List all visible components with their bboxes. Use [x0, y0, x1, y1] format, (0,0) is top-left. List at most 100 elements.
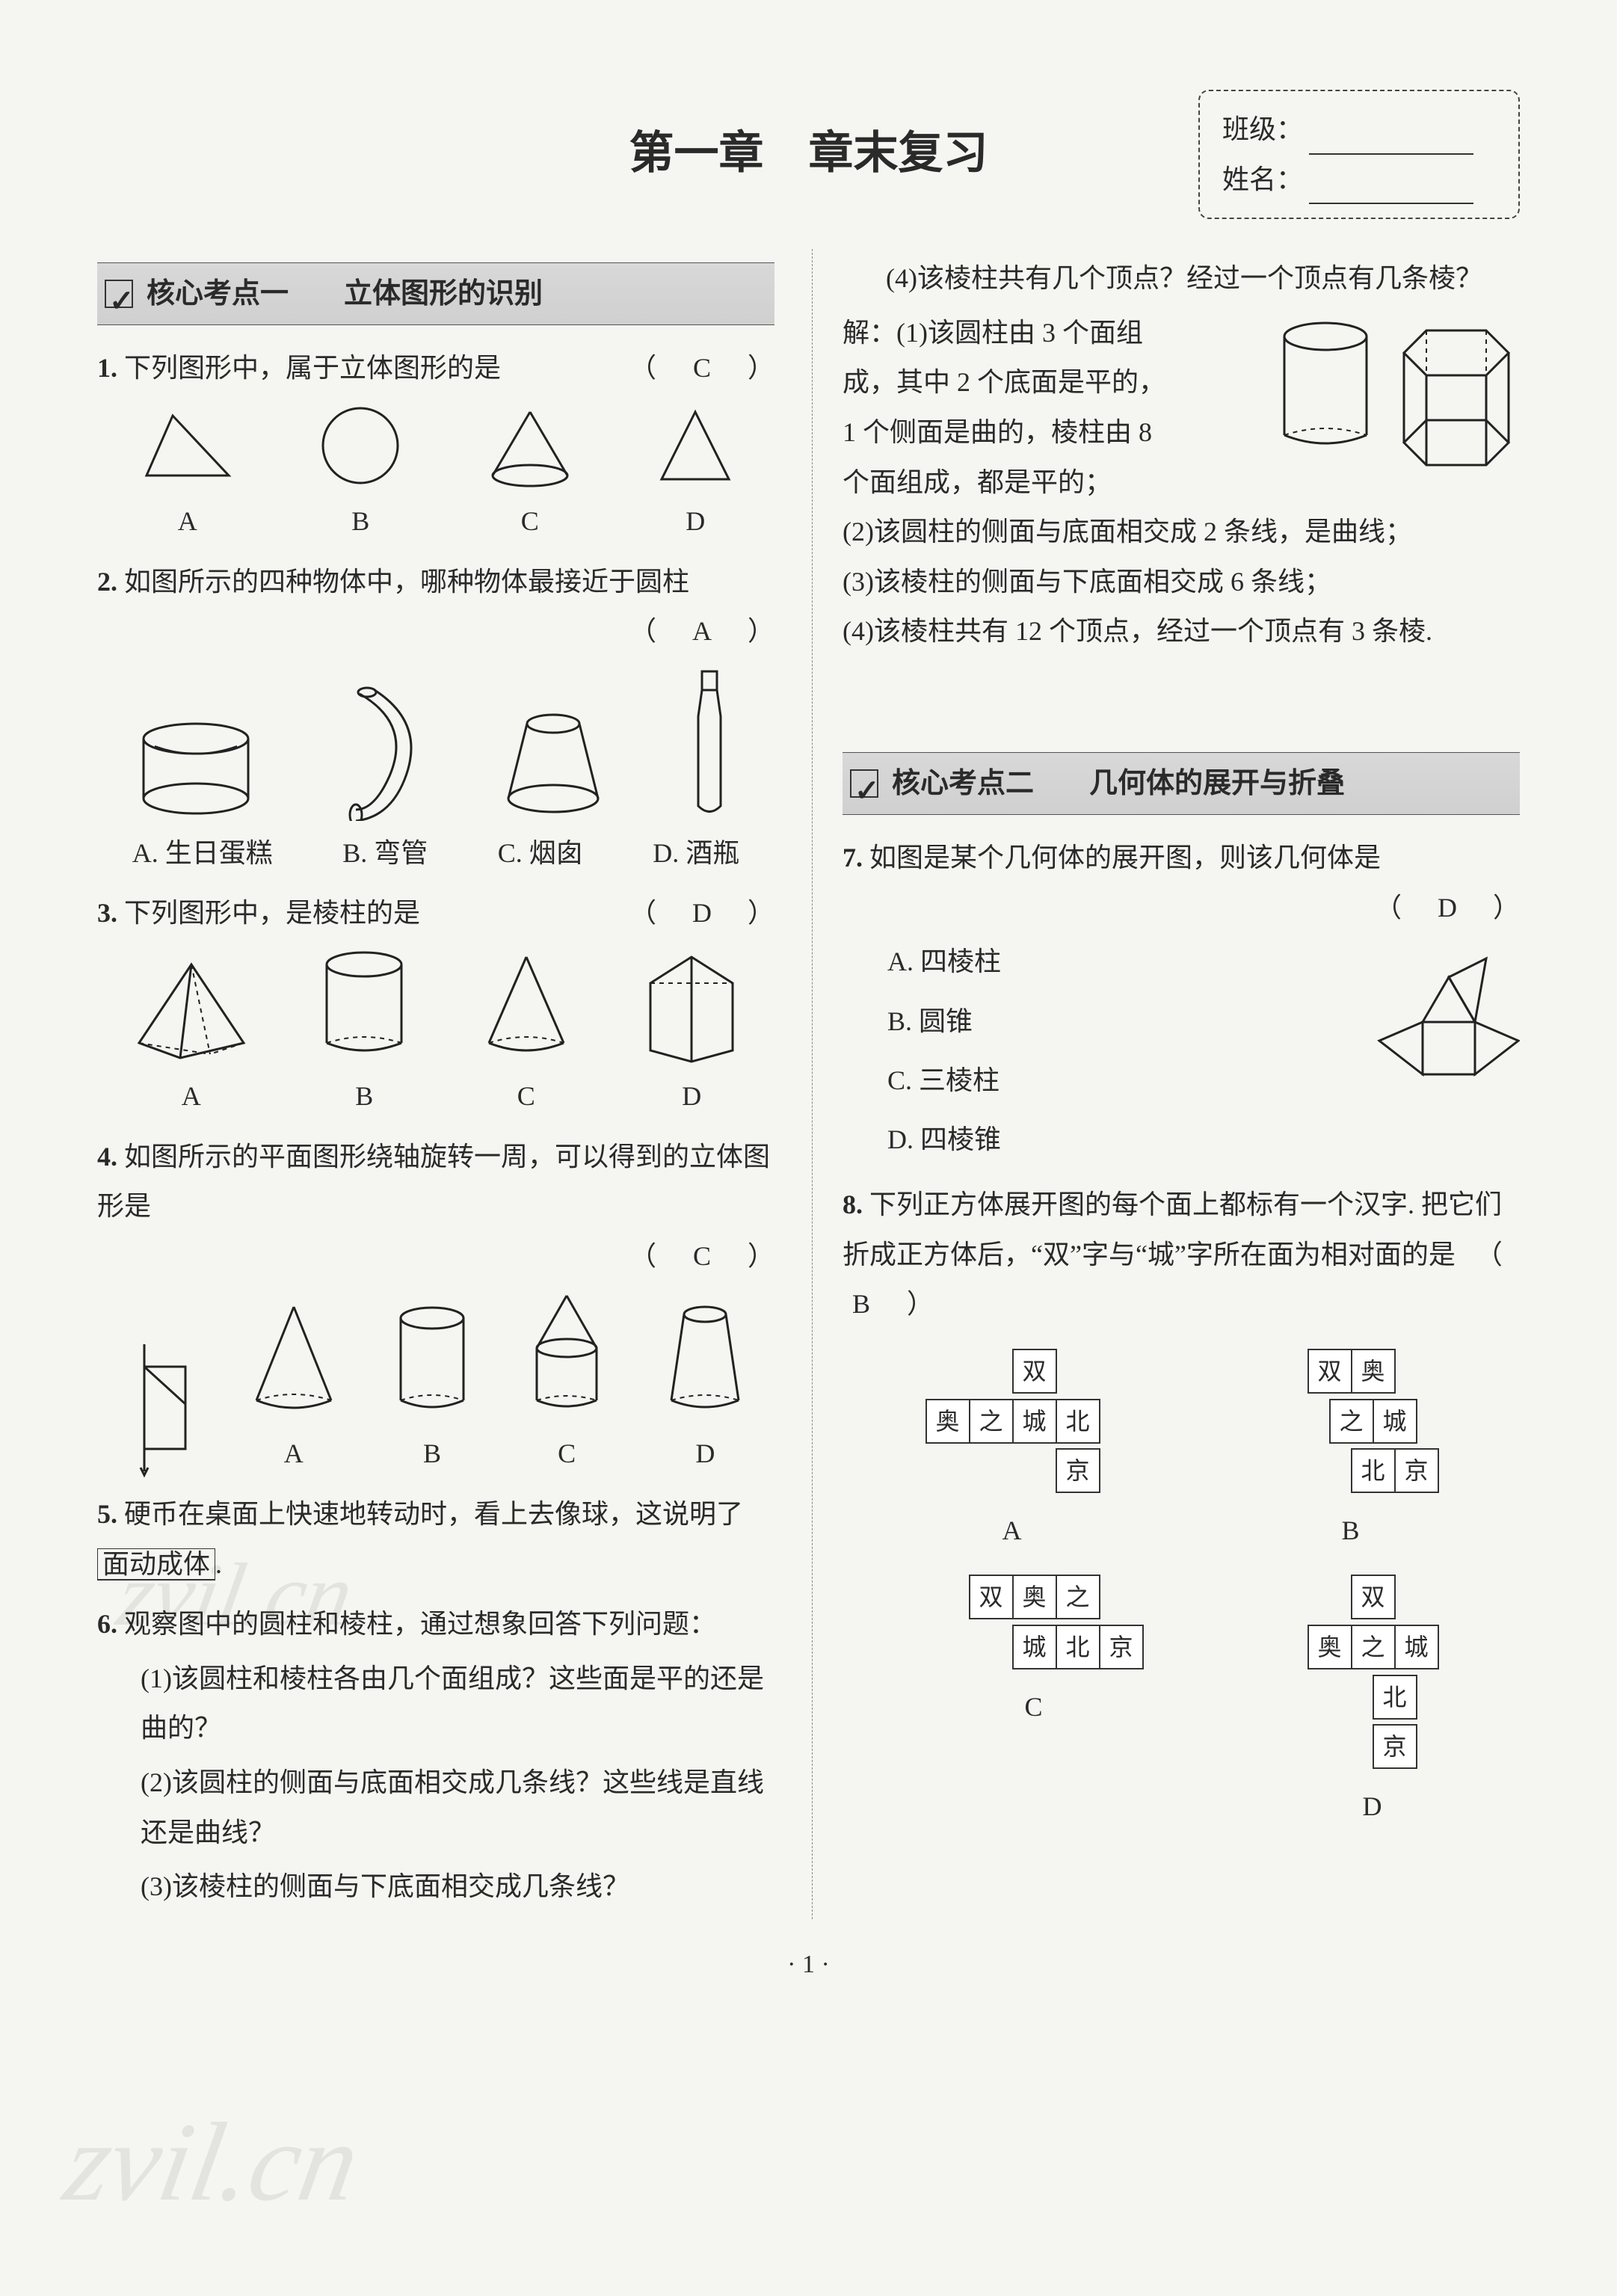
q2-fig-pipe: [330, 679, 427, 821]
q1-opt-a: A: [132, 496, 244, 547]
q1-fig-b-circle: [312, 401, 409, 490]
q6-fig-cylinder: [1273, 316, 1378, 458]
q6-s2: (2)该圆柱的侧面与底面相交成几条线？这些线是直线还是曲线？: [97, 1758, 774, 1857]
q6-sol4: (4)该棱柱共有 12 个顶点，经过一个顶点有 3 条棱.: [843, 606, 1520, 656]
q3-figures: A B: [97, 946, 774, 1121]
q4-figures: A B: [97, 1288, 774, 1479]
q6-text: 观察图中的圆柱和棱柱，通过想象回答下列问题：: [124, 1609, 716, 1639]
q4-fig-shape: [118, 1337, 200, 1479]
q2-opt-c: C. 烟囱: [498, 828, 583, 878]
q8-label-b: B: [1264, 1506, 1438, 1556]
q8-net-b: 双奥 之城 北京: [1264, 1350, 1438, 1500]
q4-opt-b: B: [387, 1429, 477, 1479]
q3-opt-d: D: [639, 1071, 744, 1121]
q1-fig-a-triangle: [132, 401, 244, 490]
page-number: · 1 ·: [97, 1942, 1520, 1989]
question-6: 6. 观察图中的圆柱和棱柱，通过想象回答下列问题： (1)该圆柱和棱柱各由几个面…: [97, 1599, 774, 1912]
student-info-box: 班级： 姓名：: [1198, 90, 1520, 219]
q4-opt-d: D: [656, 1429, 754, 1479]
q8-answer: B: [843, 1279, 880, 1329]
q8-label-a: A: [925, 1506, 1099, 1556]
q2-opt-a: A. 生日蛋糕: [132, 828, 273, 878]
q4-fig-d-frustum: [656, 1296, 754, 1423]
name-blank[interactable]: [1309, 203, 1473, 204]
question-2: 2. 如图所示的四种物体中，哪种物体最接近于圆柱 （ A ）: [97, 557, 774, 878]
q1-text: 下列图形中，属于立体图形的是: [124, 353, 501, 383]
page-title: 第一章 章末复习: [419, 112, 1198, 195]
section-2-title: 几何体的展开与折叠: [1089, 757, 1345, 810]
question-5: zvil.cn 5. 硬币在桌面上快速地转动时，看上去像球，这说明了 面动成体.: [97, 1489, 774, 1589]
q8-label-c: C: [925, 1682, 1142, 1732]
q2-fig-bottle: [680, 664, 739, 821]
section-1-bar: 核心考点一 立体图形的识别: [97, 262, 774, 325]
q4-answer: C: [683, 1231, 721, 1281]
q4-fig-b-cylinder: [387, 1296, 477, 1423]
question-1: 1. 下列图形中，属于立体图形的是 （ C ） A B: [97, 343, 774, 546]
q4-fig-c-cone-on-cyl: [518, 1288, 615, 1423]
q5-text-b: .: [215, 1549, 222, 1579]
q6-s3: (3)该棱柱的侧面与下底面相交成几条线？: [97, 1862, 774, 1912]
q4-opt-c: C: [518, 1429, 615, 1479]
q2-fig-cake: [132, 709, 259, 821]
question-4: 4. 如图所示的平面图形绕轴旋转一周，可以得到的立体图形是 （ C ）: [97, 1132, 774, 1479]
section-1-title: 立体图形的识别: [344, 268, 543, 320]
q3-opt-a: A: [128, 1071, 255, 1121]
q3-fig-a-pyramid: [128, 953, 255, 1065]
q2-fig-chimney: [497, 701, 609, 821]
q1-figures: A B C D: [97, 401, 774, 547]
q7-opt-d: D. 四棱锥: [887, 1110, 1520, 1169]
q1-opt-b: B: [312, 496, 409, 547]
q7-fig-net: [1370, 932, 1520, 1097]
right-column: (4)该棱柱共有几个顶点？经过一个顶点有几条棱？: [812, 249, 1520, 1919]
q1-fig-d-triangle: [650, 401, 740, 490]
q1-fig-c-cone: [478, 401, 582, 490]
q3-fig-d-prism: [639, 946, 744, 1065]
q6-solution: 解：(1)该圆柱由 3 个面组 成，其中 2 个底面是平的， 1 个侧面是曲的，…: [843, 308, 1520, 656]
q1-opt-c: C: [478, 496, 582, 547]
q8-net-c: 双奥之 城北京: [925, 1576, 1142, 1675]
q4-opt-a: A: [241, 1429, 346, 1479]
page-header: 第一章 章末复习 班级： 姓名：: [97, 90, 1520, 219]
q8-net-d: 双 奥之城 北 京: [1308, 1576, 1438, 1775]
q6-sol1a: (1)该圆柱由 3 个面组: [896, 318, 1143, 348]
q4-text: 如图所示的平面图形绕轴旋转一周，可以得到的立体图形是: [97, 1142, 770, 1222]
class-label: 班级：: [1222, 114, 1303, 144]
watermark-2: zvil.cn: [49, 2059, 375, 2267]
q8-text: 下列正方体展开图的每个面上都标有一个汉字. 把它们折成正方体后，“双”字与“城”…: [843, 1189, 1502, 1269]
q6-sol-lead: 解：: [843, 318, 896, 348]
q6-fig-hex-prism: [1393, 316, 1520, 473]
q8-label-d: D: [1308, 1782, 1438, 1832]
q8-net-a: 双 奥之城北 京: [925, 1350, 1099, 1500]
q3-opt-b: B: [315, 1071, 413, 1121]
q1-opt-d: D: [650, 496, 740, 547]
q3-answer: D: [683, 888, 721, 938]
check-icon: [105, 280, 133, 308]
section-2-tag: 核心考点二: [892, 757, 1034, 810]
q2-figures: [97, 664, 774, 821]
q6-s4: (4)该棱柱共有几个顶点？经过一个顶点有几条棱？: [843, 253, 1520, 304]
q2-opt-d: D. 酒瓶: [653, 828, 739, 878]
name-label: 姓名：: [1222, 164, 1303, 194]
left-column: 核心考点一 立体图形的识别 1. 下列图形中，属于立体图形的是 （ C ） A …: [97, 249, 774, 1919]
q6-sol3: (3)该棱柱的侧面与下底面相交成 6 条线；: [843, 557, 1520, 607]
q2-opt-b: B. 弯管: [342, 828, 428, 878]
question-7: 7. 如图是某个几何体的展开图，则该几何体是 （ D ） A. 四棱柱 B. 圆…: [843, 833, 1520, 1169]
q8-nets-row-1: 双 奥之城北 京 A 双奥 之城 北京 B: [843, 1343, 1520, 1555]
q8-nets-row-2: 双奥之 城北京 C 双 奥之城 北 京 D: [843, 1569, 1520, 1831]
q6-s1: (1)该圆柱和棱柱各由几个面组成？这些面是平的还是曲的？: [97, 1654, 774, 1753]
check-icon-2: [850, 769, 878, 798]
q2-text: 如图所示的四种物体中，哪种物体最接近于圆柱: [124, 567, 689, 597]
q3-fig-b-cylinder: [315, 946, 413, 1065]
q3-fig-c-cone: [474, 946, 579, 1065]
q3-text: 下列图形中，是棱柱的是: [124, 898, 420, 928]
q2-answer: A: [683, 606, 721, 656]
q5-fill: 面动成体: [97, 1548, 215, 1581]
question-8: 8. 下列正方体展开图的每个面上都标有一个汉字. 把它们折成正方体后，“双”字与…: [843, 1180, 1520, 1831]
q5-text-a: 硬币在桌面上快速地转动时，看上去像球，这说明了: [124, 1499, 743, 1529]
q7-text: 如图是某个几何体的展开图，则该几何体是: [869, 843, 1381, 872]
q7-answer: D: [1429, 883, 1466, 933]
q6-sol2: (2)该圆柱的侧面与底面相交成 2 条线，是曲线；: [843, 507, 1520, 557]
question-3: 3. 下列图形中，是棱柱的是 （ D ） A: [97, 888, 774, 1121]
q1-answer: C: [683, 343, 721, 393]
q4-fig-a-cone: [241, 1296, 346, 1423]
